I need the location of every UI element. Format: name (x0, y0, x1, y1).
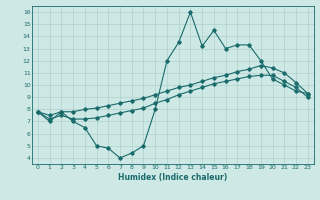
X-axis label: Humidex (Indice chaleur): Humidex (Indice chaleur) (118, 173, 228, 182)
